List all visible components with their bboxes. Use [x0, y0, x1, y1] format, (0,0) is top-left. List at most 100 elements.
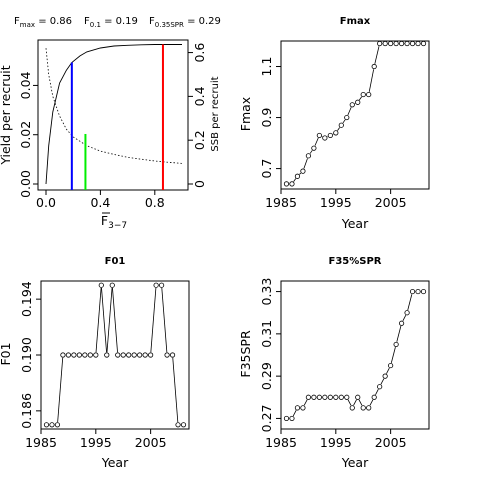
- f01-point: [142, 352, 148, 358]
- fmax-plot-area: [283, 40, 427, 187]
- f35spr-y-axis: 0.27 0.29 0.31 0.33: [259, 278, 281, 433]
- f01-x-axis: 1985 1995 2005: [25, 429, 167, 450]
- f01-title: F01: [105, 256, 126, 267]
- f01-segment: [150, 287, 157, 353]
- f01-segment: [101, 287, 107, 353]
- f35spr-point: [404, 310, 410, 316]
- fmax-point: [366, 91, 372, 98]
- fmax-y-tick-label: 0.7: [259, 159, 274, 179]
- f35spr-point: [398, 320, 405, 326]
- f01-point: [126, 352, 132, 358]
- ypr-right-tick-label: 0.4: [192, 86, 207, 106]
- f01-x-tick-label: 1985: [25, 435, 57, 450]
- f01-segment: [95, 287, 102, 353]
- f01-point: [87, 352, 93, 358]
- f01-point: [164, 352, 170, 358]
- f01-y-tick-label: 0.194: [19, 281, 34, 317]
- f35spr-point: [327, 394, 333, 400]
- f35spr-segment: [347, 399, 352, 406]
- f01-segment: [106, 287, 113, 353]
- header-f01-label: F: [84, 16, 90, 27]
- ypr-curve: [45, 44, 182, 185]
- f01-y-axis-label: F01: [0, 342, 13, 365]
- ypr-x-tick-label: 0.4: [90, 195, 110, 210]
- f35spr-point: [388, 362, 394, 369]
- ypr-y-tick-label: 0.04: [18, 71, 33, 99]
- f35spr-segment: [386, 367, 390, 374]
- f01-segment: [161, 287, 168, 353]
- f35spr-point: [409, 288, 416, 295]
- f01-y-tick-label: 0.186: [19, 393, 34, 429]
- f35spr-x-tick-label: 2005: [375, 435, 407, 450]
- f35spr-segment: [375, 389, 379, 395]
- fmax-segment: [368, 69, 375, 92]
- f01-segment: [112, 287, 118, 353]
- fmax-point: [283, 181, 290, 187]
- f35spr-point: [371, 394, 377, 400]
- f01-point: [175, 422, 181, 428]
- ypr-x-axis: 0.0 0.4 0.8: [36, 190, 165, 210]
- f35spr-segment: [358, 399, 363, 406]
- ypr-right-tick-label: 0: [192, 180, 207, 188]
- ypr-y-tick-label: 0.02: [18, 121, 33, 149]
- f35spr-y-tick-label: 0.27: [259, 405, 274, 433]
- ypr-x-tick-label: 0.0: [36, 195, 56, 210]
- f35spr-point: [420, 288, 427, 295]
- fmax-point: [404, 40, 410, 47]
- header-fmax-value: = 0.86: [35, 16, 72, 27]
- fmax-x-axis-label: Year: [341, 216, 369, 231]
- f35spr-point: [366, 405, 372, 411]
- f35spr-point: [294, 405, 301, 411]
- fmax-segment: [293, 178, 297, 182]
- fmax-point: [415, 40, 421, 47]
- ypr-x-axis-label: F3−7: [101, 213, 127, 231]
- f01-point: [93, 352, 99, 358]
- f01-x-tick-label: 1995: [80, 435, 112, 450]
- header-f01-sub: 0.1: [90, 21, 101, 29]
- f01-y-axis: 0.186 0.190 0.194: [19, 281, 41, 429]
- f35spr-point: [349, 405, 355, 411]
- f01-segment: [57, 357, 64, 423]
- f35spr-point: [311, 394, 317, 400]
- fmax-point: [388, 40, 394, 47]
- f35spr-segment: [407, 294, 413, 311]
- fmax-point: [338, 122, 344, 128]
- ypr-x-axis-label-main: F: [101, 213, 108, 228]
- f35spr-segment: [353, 399, 357, 406]
- fmax-x-tick-label: 2005: [375, 195, 407, 210]
- ypr-right-axis: 0 0.2 0.4 0.6: [188, 43, 207, 188]
- header-f35-value: = 0.29: [184, 16, 221, 27]
- f35spr-point: [382, 373, 388, 379]
- f35spr-segment: [292, 410, 297, 417]
- header-f35-sub: 0.35SPR: [155, 21, 184, 29]
- f35spr-point: [355, 394, 361, 400]
- f01-x-axis-label: Year: [101, 455, 129, 470]
- f01-point: [180, 422, 187, 428]
- fmax-segment: [337, 127, 340, 131]
- f01-point: [148, 352, 154, 358]
- fmax-point: [327, 132, 333, 139]
- fmax-point: [393, 40, 399, 47]
- f35spr-point: [338, 394, 344, 400]
- f35spr-segment: [390, 347, 396, 363]
- f01-point: [49, 422, 55, 428]
- f01-point: [71, 352, 77, 358]
- f01-plot-area: [43, 282, 187, 428]
- ypr-x-axis-label-sub: 3−7: [108, 221, 127, 231]
- f35spr-title: F35%SPR: [329, 256, 382, 267]
- f01-point: [65, 352, 72, 358]
- fmax-x-tick-label: 1995: [320, 195, 352, 210]
- f35spr-x-axis: 1985 1995 2005: [265, 429, 407, 450]
- fmax-point: [355, 99, 361, 105]
- f01-point: [158, 282, 165, 288]
- ypr-plot-area: [45, 44, 183, 190]
- f01-point: [104, 352, 110, 358]
- f35spr-point: [305, 394, 312, 400]
- f01-point: [43, 422, 50, 428]
- panel-fmax: Fmax 0.7 0.9 1.1 1985 1995 2005 Fmax Year: [238, 16, 430, 231]
- f01-point: [60, 352, 66, 358]
- fmax-point: [409, 40, 416, 47]
- f01-x-tick-label: 2005: [135, 435, 167, 450]
- fmax-segment: [342, 119, 346, 124]
- f35spr-point: [333, 394, 339, 400]
